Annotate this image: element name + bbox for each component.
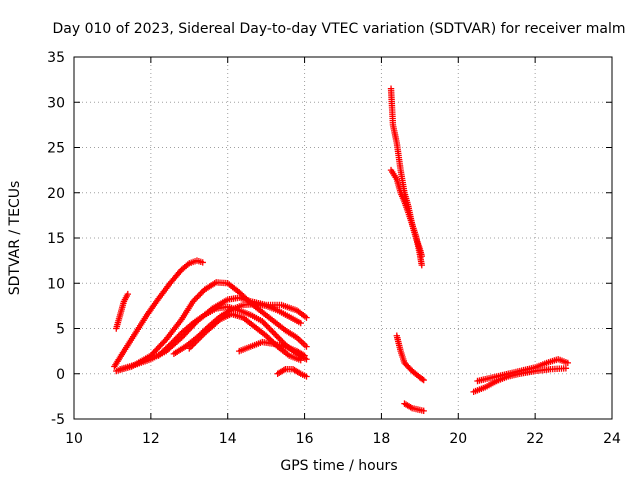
data-point <box>263 322 270 329</box>
data-point <box>191 296 198 304</box>
data-point <box>197 290 204 298</box>
data-point <box>189 298 197 305</box>
data-point <box>269 328 276 335</box>
y-tick-label: 20 <box>47 186 65 202</box>
x-tick-label: 18 <box>373 431 391 447</box>
data-point <box>192 295 200 302</box>
series-arc-i <box>274 366 310 380</box>
data-point <box>303 314 310 321</box>
x-tick-label: 20 <box>449 431 467 447</box>
data-point <box>303 343 310 350</box>
y-tick-label: 25 <box>47 141 65 157</box>
x-tick-label: 12 <box>142 431 160 447</box>
data-point <box>151 348 159 355</box>
data-point <box>264 323 272 331</box>
data-point <box>160 339 167 346</box>
series-arc-g <box>186 310 304 364</box>
series-arc-b <box>111 257 206 370</box>
data-point <box>564 359 572 367</box>
data-point <box>274 334 282 341</box>
data-point <box>195 292 203 299</box>
y-tick-label: 35 <box>47 50 65 66</box>
data-point <box>301 352 308 359</box>
series-arc-a <box>113 290 131 332</box>
data-point <box>153 346 160 353</box>
data-point <box>272 331 279 338</box>
axis-ticks: 10 12 14 16 18 20 22 24 -5 0 5 10 15 20 25 30 35 <box>47 50 621 447</box>
data-point <box>156 343 163 350</box>
series-arc-o <box>474 356 572 385</box>
data-point <box>194 293 201 301</box>
data-point <box>199 259 206 266</box>
data-point <box>270 329 278 337</box>
y-tick-label: 5 <box>56 322 65 338</box>
data-point <box>279 338 286 346</box>
y-tick-label: -5 <box>51 412 65 428</box>
data-point <box>276 335 283 343</box>
data-point <box>150 349 157 356</box>
data-point <box>418 261 425 269</box>
grid <box>74 57 612 419</box>
chart-title: Day 010 of 2023, Sidereal Day-to-day VTE… <box>53 21 626 37</box>
series-arc-d <box>116 294 310 373</box>
y-tick-label: 30 <box>47 95 65 111</box>
data-point <box>166 341 174 348</box>
y-tick-label: 10 <box>47 276 65 292</box>
data-marks <box>111 85 572 415</box>
data-point <box>158 340 166 348</box>
data-point <box>562 365 570 372</box>
x-tick-label: 22 <box>526 431 544 447</box>
data-point <box>303 356 310 363</box>
x-tick-label: 14 <box>219 431 237 447</box>
data-point <box>273 332 280 340</box>
x-axis-label: GPS time / hours <box>280 458 397 474</box>
data-point <box>260 319 267 326</box>
data-point <box>168 340 175 347</box>
data-point <box>169 338 177 346</box>
data-point <box>297 319 304 327</box>
data-point <box>297 356 304 364</box>
data-point <box>124 290 131 298</box>
series-arc-m <box>401 400 427 415</box>
data-point <box>157 342 164 349</box>
series-arc-k <box>387 166 425 269</box>
x-tick-label: 24 <box>603 431 621 447</box>
data-point <box>266 325 273 332</box>
data-point <box>171 337 178 344</box>
data-point <box>420 376 427 384</box>
data-point <box>175 332 182 340</box>
data-point <box>419 375 426 383</box>
data-point <box>176 331 184 338</box>
data-point <box>172 335 180 343</box>
data-point <box>267 326 275 334</box>
data-point <box>165 342 172 350</box>
data-point <box>259 318 266 325</box>
y-tick-label: 15 <box>47 231 65 247</box>
x-tick-label: 10 <box>65 431 83 447</box>
data-point <box>154 345 162 352</box>
x-tick-label: 16 <box>296 431 314 447</box>
data-point <box>303 373 310 380</box>
series-arc-h <box>236 338 308 359</box>
series-arc-l <box>393 332 427 384</box>
data-point <box>198 289 205 296</box>
y-axis-label: SDTVAR / TECUs <box>7 181 23 296</box>
y-tick-label: 0 <box>56 367 65 383</box>
data-point <box>174 334 181 341</box>
data-point <box>420 407 427 415</box>
data-point <box>261 321 269 328</box>
